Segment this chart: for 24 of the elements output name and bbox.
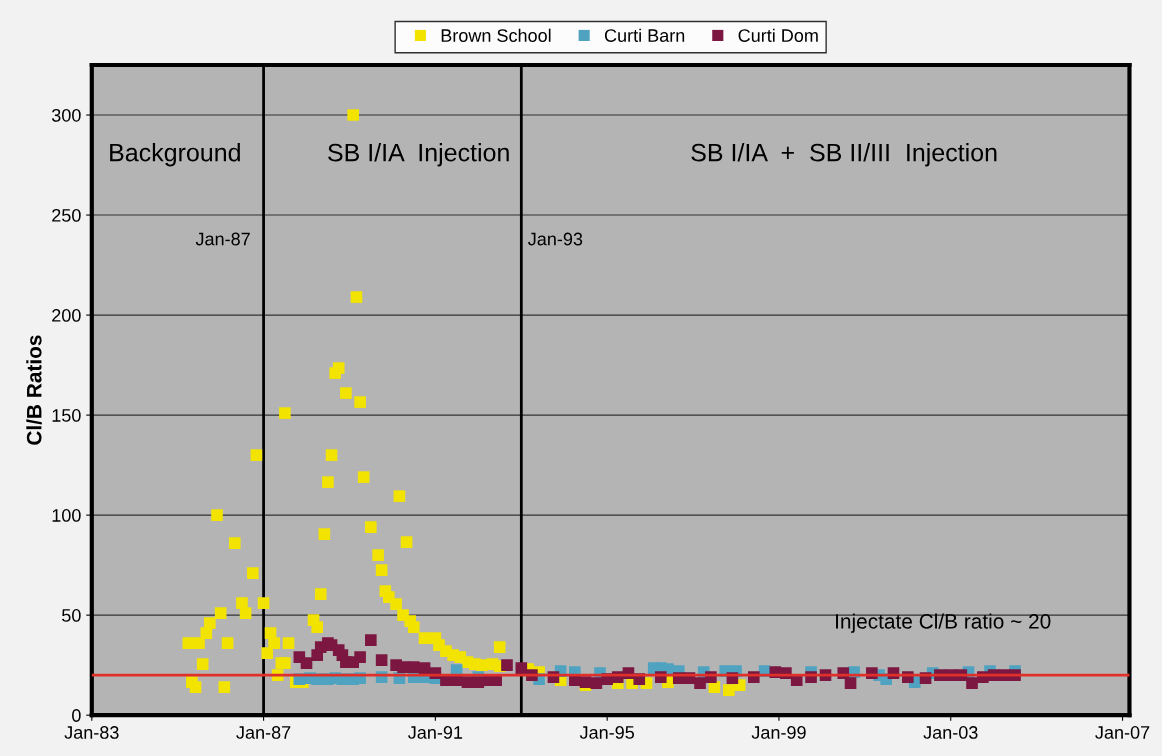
y-axis-title: Cl/B Ratios xyxy=(26,335,42,445)
x-tick-label: Jan-87 xyxy=(236,726,291,739)
y-tick-label: 100 xyxy=(52,509,81,522)
y-tick-label: 200 xyxy=(52,309,81,322)
ref-line-label: Injectate Cl/B ratio ~ 20 xyxy=(836,613,1051,633)
x-tick-label: Jan-95 xyxy=(579,726,635,739)
annotation: SB I/IA + SB II/III Injection xyxy=(691,143,997,167)
legend-label: Brown School xyxy=(441,28,551,42)
y-tick-label: 150 xyxy=(52,409,81,422)
ref-line-label: Jan-93 xyxy=(528,232,583,246)
x-tick-label: Jan-91 xyxy=(408,726,463,739)
ref-line-label: Jan-87 xyxy=(195,232,250,246)
annotation: Background xyxy=(110,143,240,167)
legend-label: Curti Barn xyxy=(604,28,685,42)
x-tick-label: Jan-99 xyxy=(751,726,806,739)
y-tick-label: 0 xyxy=(72,709,81,722)
y-tick-label: 300 xyxy=(51,108,81,122)
x-tick-label: Jan-07 xyxy=(1095,726,1150,739)
x-tick-label: Jan-03 xyxy=(923,726,978,739)
y-tick-label: 250 xyxy=(52,208,81,222)
x-tick-label: Jan-83 xyxy=(64,726,119,739)
legend-label: Curti Dom xyxy=(738,28,818,42)
y-tick-label: 50 xyxy=(62,609,81,622)
annotation: SB I/IA Injection xyxy=(328,143,509,167)
